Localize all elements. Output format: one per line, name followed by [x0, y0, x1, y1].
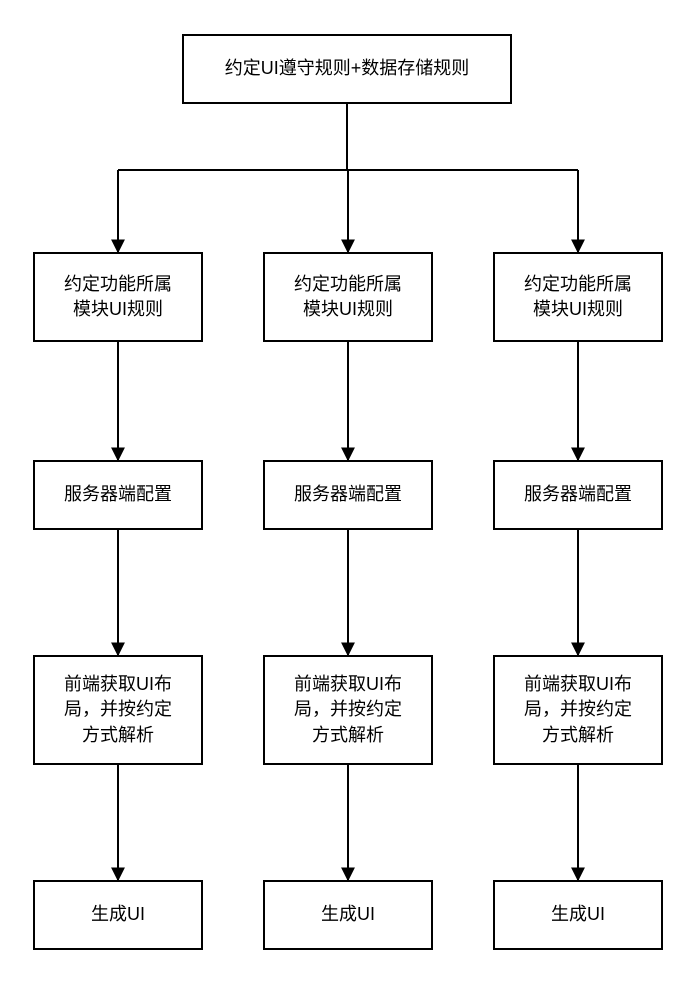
node-b2_1: 约定功能所属模块UI规则: [263, 252, 433, 342]
node-b2_4: 生成UI: [263, 880, 433, 950]
node-b1_2: 服务器端配置: [33, 460, 203, 530]
node-b2_2: 服务器端配置: [263, 460, 433, 530]
node-b1_1: 约定功能所属模块UI规则: [33, 252, 203, 342]
node-b3_4: 生成UI: [493, 880, 663, 950]
node-b3_3: 前端获取UI布局，并按约定方式解析: [493, 655, 663, 765]
node-b2_3: 前端获取UI布局，并按约定方式解析: [263, 655, 433, 765]
node-b3_2: 服务器端配置: [493, 460, 663, 530]
node-b1_3: 前端获取UI布局，并按约定方式解析: [33, 655, 203, 765]
node-b1_4: 生成UI: [33, 880, 203, 950]
node-b3_1: 约定功能所属模块UI规则: [493, 252, 663, 342]
flowchart-canvas: 约定UI遵守规则+数据存储规则约定功能所属模块UI规则约定功能所属模块UI规则约…: [0, 0, 691, 1000]
node-root: 约定UI遵守规则+数据存储规则: [182, 34, 512, 104]
